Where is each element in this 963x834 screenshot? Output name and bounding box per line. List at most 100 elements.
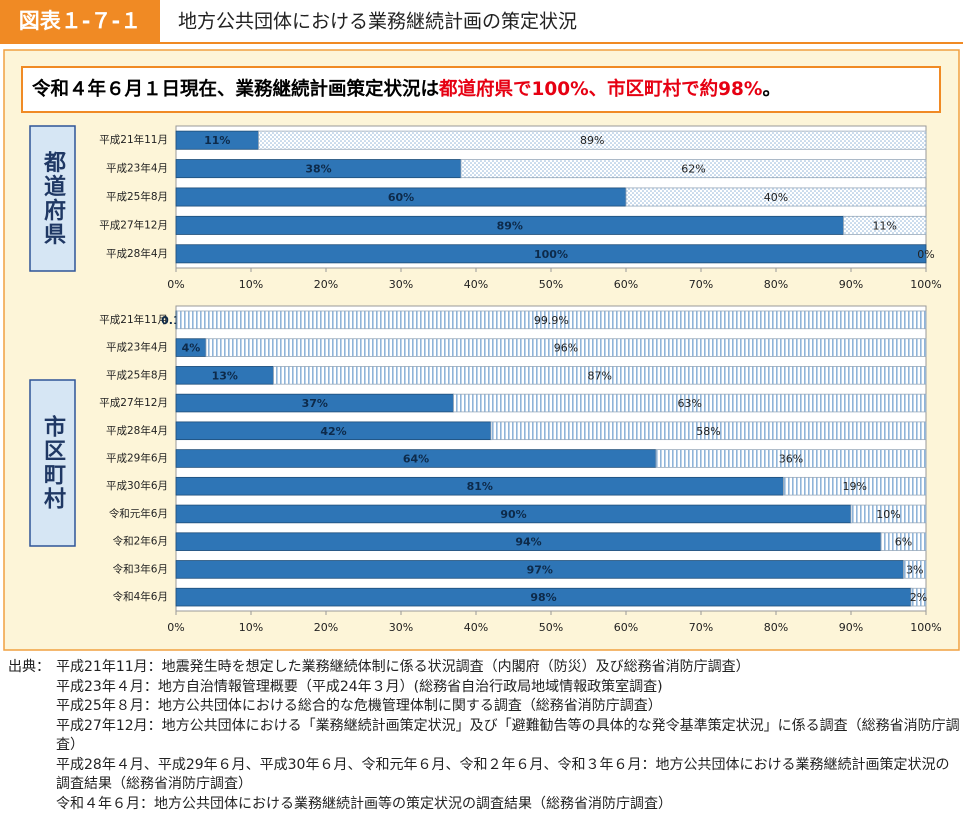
category-label: 平成25年8月 <box>106 190 168 203</box>
x-tick-label: 40% <box>464 621 488 634</box>
source-item: 平成23年４月：地方自治情報管理概要（平成24年３月）(総務省自治行政局地域情報… <box>56 678 663 695</box>
value-label: 11% <box>873 219 897 232</box>
x-tick-label: 50% <box>539 278 563 291</box>
x-tick-label: 30% <box>389 621 413 634</box>
value-label: 0% <box>917 248 934 261</box>
category-label: 令和元年6月 <box>109 507 168 520</box>
category-label: 平成21年11月 <box>99 313 168 326</box>
bar-segment <box>880 532 927 551</box>
bar-segment <box>843 215 927 235</box>
x-tick-label: 90% <box>839 278 863 291</box>
source: 出典： 平成21年11月：地震発生時を想定した業務継続体制に係る状況調査（内閣府… <box>8 658 960 814</box>
x-tick-label: 70% <box>689 621 713 634</box>
value-label: 38% <box>305 163 331 176</box>
value-label: 37% <box>302 397 328 410</box>
value-label: 64% <box>403 453 429 466</box>
category-label: 平成28年4月 <box>106 424 168 437</box>
x-tick-label: 20% <box>314 278 338 291</box>
bar-segment <box>258 130 927 150</box>
value-label: 4% <box>182 342 201 355</box>
headline-part: 都道府県で100%、市区町村で約98% <box>438 78 762 100</box>
value-label: 11% <box>204 134 230 147</box>
bar-segment <box>903 560 927 579</box>
x-tick-label: 80% <box>764 621 788 634</box>
bar-segment <box>273 366 927 385</box>
x-tick-label: 80% <box>764 278 788 291</box>
value-label: 40% <box>764 191 788 204</box>
bar-segment <box>490 421 927 441</box>
category-label: 平成23年4月 <box>106 341 168 354</box>
category-label: 平成29年6月 <box>106 452 168 465</box>
figure-no: 図表１-７-１ <box>19 9 141 33</box>
value-label: 96% <box>554 342 578 355</box>
source-item: 平成27年12月：地方公共団体における「業務継続計画策定状況」及び「避難勧告等の… <box>56 717 960 754</box>
value-label: 3% <box>906 563 923 576</box>
x-tick-label: 40% <box>464 278 488 291</box>
value-label: 13% <box>212 369 238 382</box>
source-item: 平成25年８月：地方公共団体における総合的な危機管理体制に関する調査（総務省消防… <box>56 698 662 714</box>
x-tick-label: 50% <box>539 621 563 634</box>
x-tick-label: 10% <box>239 278 263 291</box>
category-label: 令和3年6月 <box>113 562 168 575</box>
group-label: 市区町村 <box>40 414 66 511</box>
bar-segment <box>176 310 927 330</box>
value-label: 98% <box>530 591 556 604</box>
figure-no-box <box>0 0 160 44</box>
value-label: 89% <box>497 219 523 232</box>
x-tick-label: 100% <box>910 621 941 634</box>
value-label: 89% <box>580 134 604 147</box>
value-label: 63% <box>678 397 702 410</box>
source-item: 令和４年６月：地方公共団体における業務継続計画等の策定状況の調査結果（総務省消防… <box>56 795 672 812</box>
group-label: 都道府県 <box>40 151 67 247</box>
bar-segment <box>850 504 927 524</box>
x-tick-label: 70% <box>689 278 713 291</box>
value-label: 97% <box>527 563 553 576</box>
source-item: 平成21年11月：地震発生時を想定した業務継続体制に係る状況調査（内閣府（防災）… <box>56 659 750 675</box>
category-label: 平成25年8月 <box>106 368 168 381</box>
bar-segment <box>205 338 927 357</box>
x-tick-label: 60% <box>614 278 638 291</box>
value-label: 42% <box>320 425 346 438</box>
group-label-box <box>29 125 76 272</box>
value-label: 36% <box>779 453 803 466</box>
x-tick-label: 30% <box>389 278 413 291</box>
figure: 図表１-７-１ 地方公共団体における業務継続計画の策定状況 令和４年６月１日現在… <box>0 0 963 651</box>
value-label: 90% <box>500 508 526 521</box>
group-label-box <box>29 379 76 547</box>
category-label: 令和2年6月 <box>113 535 168 548</box>
bar-segment <box>783 476 927 496</box>
value-label: 62% <box>681 163 705 176</box>
bar-segment <box>175 244 927 264</box>
category-label: 平成27年12月 <box>99 218 168 231</box>
value-label: 94% <box>515 536 541 549</box>
headline: 令和４年６月１日現在、業務継続計画策定状況は都道府県で100%、市区町村で約98… <box>31 78 781 100</box>
x-tick-label: 10% <box>239 621 263 634</box>
x-tick-label: 90% <box>839 621 863 634</box>
value-label: 87% <box>588 369 612 382</box>
source-item: 平成28年４月、平成29年６月、平成30年６月、令和元年６月、令和２年６月、令和… <box>56 756 950 793</box>
bar-segment <box>910 587 927 607</box>
headline-box <box>21 66 941 113</box>
bar-segment <box>625 187 927 207</box>
value-label: 6% <box>895 536 912 549</box>
x-tick-label: 100% <box>910 278 941 291</box>
x-tick-label: 0% <box>167 621 184 634</box>
value-label: 100% <box>534 248 568 261</box>
value-label: 81% <box>467 480 493 493</box>
source-label: 出典： <box>8 659 50 675</box>
category-label: 平成27年12月 <box>99 396 168 409</box>
value-label: 99.9% <box>534 314 569 327</box>
value-label: 58% <box>696 425 720 438</box>
value-label: 19% <box>843 480 867 493</box>
category-label: 平成21年11月 <box>99 133 168 146</box>
headline-part: 令和４年６月１日現在、業務継続計画策定状況は <box>31 78 439 100</box>
category-label: 平成28年4月 <box>106 247 168 260</box>
value-label: 10% <box>876 508 900 521</box>
x-tick-label: 60% <box>614 621 638 634</box>
x-tick-label: 20% <box>314 621 338 634</box>
headline-part: 。 <box>762 79 781 100</box>
category-label: 令和4年6月 <box>113 590 168 603</box>
category-label: 平成23年4月 <box>106 162 168 175</box>
category-label: 平成30年6月 <box>106 479 168 492</box>
